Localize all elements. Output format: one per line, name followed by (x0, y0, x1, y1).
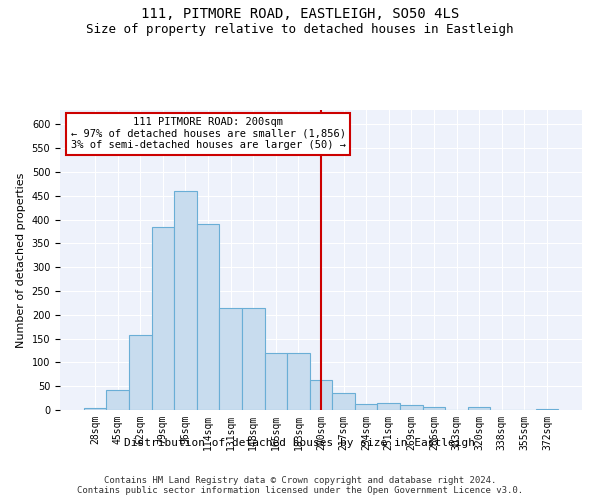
Bar (106, 390, 129, 410)
Bar (242, 308, 265, 410)
Bar (422, 407, 445, 410)
Text: 111, PITMORE ROAD, EASTLEIGH, SO50 4LS: 111, PITMORE ROAD, EASTLEIGH, SO50 4LS (141, 8, 459, 22)
Bar (129, 335, 152, 410)
Y-axis label: Number of detached properties: Number of detached properties (16, 172, 26, 348)
Bar (355, 404, 377, 410)
Bar (536, 409, 558, 410)
Bar (468, 406, 490, 410)
Bar (174, 191, 197, 410)
Bar (197, 224, 220, 410)
Text: Distribution of detached houses by size in Eastleigh: Distribution of detached houses by size … (125, 438, 476, 448)
Bar (332, 394, 355, 410)
Bar (310, 380, 332, 410)
Text: Size of property relative to detached houses in Eastleigh: Size of property relative to detached ho… (86, 22, 514, 36)
Text: Contains HM Land Registry data © Crown copyright and database right 2024.
Contai: Contains HM Land Registry data © Crown c… (77, 476, 523, 495)
Bar (265, 353, 287, 410)
Text: 111 PITMORE ROAD: 200sqm
← 97% of detached houses are smaller (1,856)
3% of semi: 111 PITMORE ROAD: 200sqm ← 97% of detach… (71, 117, 346, 150)
Bar (287, 353, 310, 410)
Bar (377, 403, 400, 410)
Bar (152, 226, 174, 410)
Bar (220, 308, 242, 410)
Bar (400, 405, 422, 410)
Bar (84, 408, 106, 410)
